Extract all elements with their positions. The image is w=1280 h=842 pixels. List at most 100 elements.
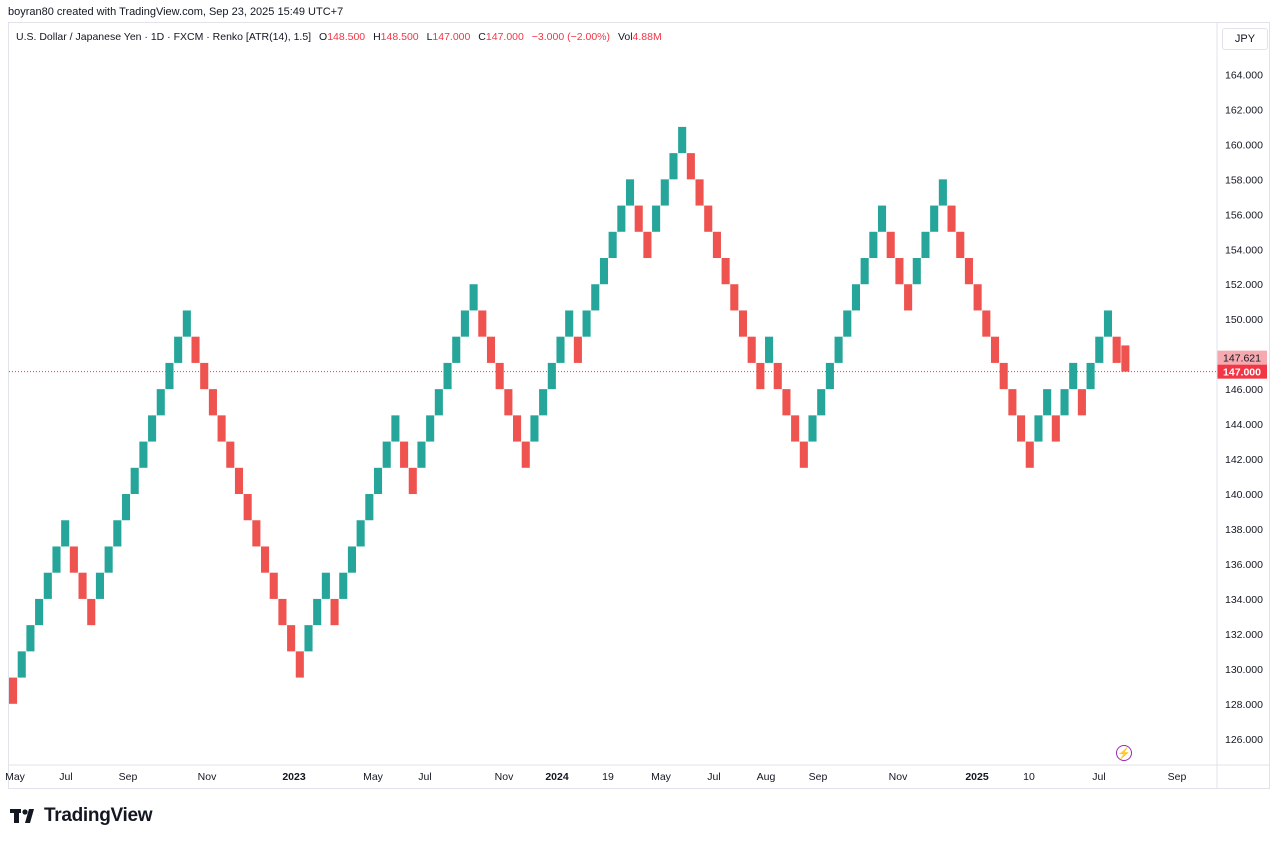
time-tick-label: Sep xyxy=(119,771,138,783)
price-tick-label: 130.000 xyxy=(1225,664,1263,676)
price-tick-label: 146.000 xyxy=(1225,384,1263,396)
brand-name: TradingView xyxy=(44,805,153,826)
renko-brick xyxy=(330,598,339,626)
renko-brick xyxy=(1034,415,1043,442)
renko-brick xyxy=(643,231,652,259)
time-tick-label: Sep xyxy=(1168,771,1187,783)
renko-brick xyxy=(504,389,513,416)
renko-brick xyxy=(1017,415,1026,442)
renko-brick xyxy=(938,179,947,206)
renko-brick xyxy=(434,389,443,416)
renko-brick xyxy=(139,441,148,468)
renko-brick xyxy=(287,625,296,652)
price-tick-label: 138.000 xyxy=(1225,524,1263,536)
renko-brick xyxy=(1095,336,1104,363)
time-tick-label: 19 xyxy=(602,771,614,783)
renko-brick xyxy=(43,572,52,599)
renko-brick xyxy=(582,310,591,337)
renko-brick xyxy=(156,389,165,416)
renko-brick xyxy=(964,258,973,285)
renko-brick xyxy=(443,362,452,390)
price-tag-box xyxy=(1217,364,1267,379)
renko-brick xyxy=(669,153,678,180)
price-tick-label: 132.000 xyxy=(1225,629,1263,641)
time-tick-label: 2025 xyxy=(965,771,989,783)
time-tick-label: Nov xyxy=(889,771,908,783)
tradingview-logo-icon xyxy=(10,809,34,823)
renko-brick xyxy=(174,336,183,363)
renko-brick xyxy=(217,415,226,442)
renko-brick xyxy=(52,546,61,573)
renko-brick xyxy=(721,258,730,285)
price-tag-box xyxy=(1217,350,1267,365)
renko-brick xyxy=(313,598,322,626)
renko-brick xyxy=(799,441,808,468)
renko-brick xyxy=(808,415,817,442)
price-tick-label: 134.000 xyxy=(1225,594,1263,606)
price-tick-label: 128.000 xyxy=(1225,699,1263,711)
renko-brick xyxy=(400,441,409,468)
renko-brick xyxy=(869,231,878,259)
renko-brick xyxy=(226,441,235,468)
price-tick-label: 160.000 xyxy=(1225,139,1263,151)
renko-brick xyxy=(591,284,600,311)
price-tag-label: 147.000 xyxy=(1223,367,1261,379)
renko-brick xyxy=(877,205,887,232)
renko-brick xyxy=(321,572,330,599)
renko-brick xyxy=(373,467,383,495)
renko-brick xyxy=(252,520,261,547)
renko-brick xyxy=(678,126,687,154)
open-value: 148.500 xyxy=(327,31,366,43)
time-tick-label: Nov xyxy=(495,771,514,783)
currency-button[interactable]: JPY xyxy=(1222,28,1268,50)
volume-label: Vol xyxy=(617,31,633,43)
renko-brick xyxy=(121,494,131,521)
renko-brick xyxy=(495,362,504,390)
renko-brick xyxy=(521,441,530,468)
renko-brick xyxy=(347,546,356,573)
renko-brick xyxy=(573,336,582,363)
renko-brick xyxy=(851,284,861,311)
renko-brick xyxy=(391,415,400,442)
renko-brick xyxy=(234,467,244,495)
renko-brick xyxy=(478,310,487,337)
price-tick-label: 150.000 xyxy=(1225,314,1263,326)
renko-brick xyxy=(26,625,35,652)
renko-brick xyxy=(886,231,895,259)
renko-brick xyxy=(817,389,826,416)
renko-brick xyxy=(539,389,548,416)
renko-brick xyxy=(304,625,313,652)
renko-brick xyxy=(61,520,70,547)
renko-brick xyxy=(113,520,122,547)
time-tick-label: Aug xyxy=(757,771,776,783)
renko-brick xyxy=(756,362,765,390)
renko-brick xyxy=(148,415,157,442)
time-tick-label: 2023 xyxy=(282,771,306,783)
renko-brick xyxy=(660,179,669,206)
close-value: 147.000 xyxy=(485,31,524,43)
renko-brick xyxy=(165,362,174,390)
renko-brick xyxy=(686,153,695,180)
price-tag-label: 147.621 xyxy=(1223,353,1261,365)
renko-brick xyxy=(1069,362,1078,390)
price-tick-label: 164.000 xyxy=(1225,69,1263,81)
renko-brick xyxy=(712,231,721,259)
tradingview-logo[interactable]: TradingView xyxy=(10,805,153,827)
renko-brick xyxy=(78,572,87,599)
renko-brick xyxy=(1025,441,1034,468)
created-by-caption: boyran80 created with TradingView.com, S… xyxy=(8,6,344,18)
time-tick-label: May xyxy=(651,771,672,783)
time-tick-label: 2024 xyxy=(545,771,569,783)
open-label: O xyxy=(319,31,328,43)
renko-brick xyxy=(1060,389,1069,416)
time-tick-label: May xyxy=(5,771,26,783)
renko-brick xyxy=(200,362,209,390)
low-label: L xyxy=(426,31,433,43)
renko-bricks xyxy=(9,126,1130,704)
price-tick-label: 144.000 xyxy=(1225,419,1263,431)
price-tags: 147.621 147.000 xyxy=(1217,350,1267,379)
lightning-icon[interactable]: ⚡ xyxy=(1116,745,1132,761)
renko-brick xyxy=(261,546,270,573)
renko-brick xyxy=(243,494,252,521)
